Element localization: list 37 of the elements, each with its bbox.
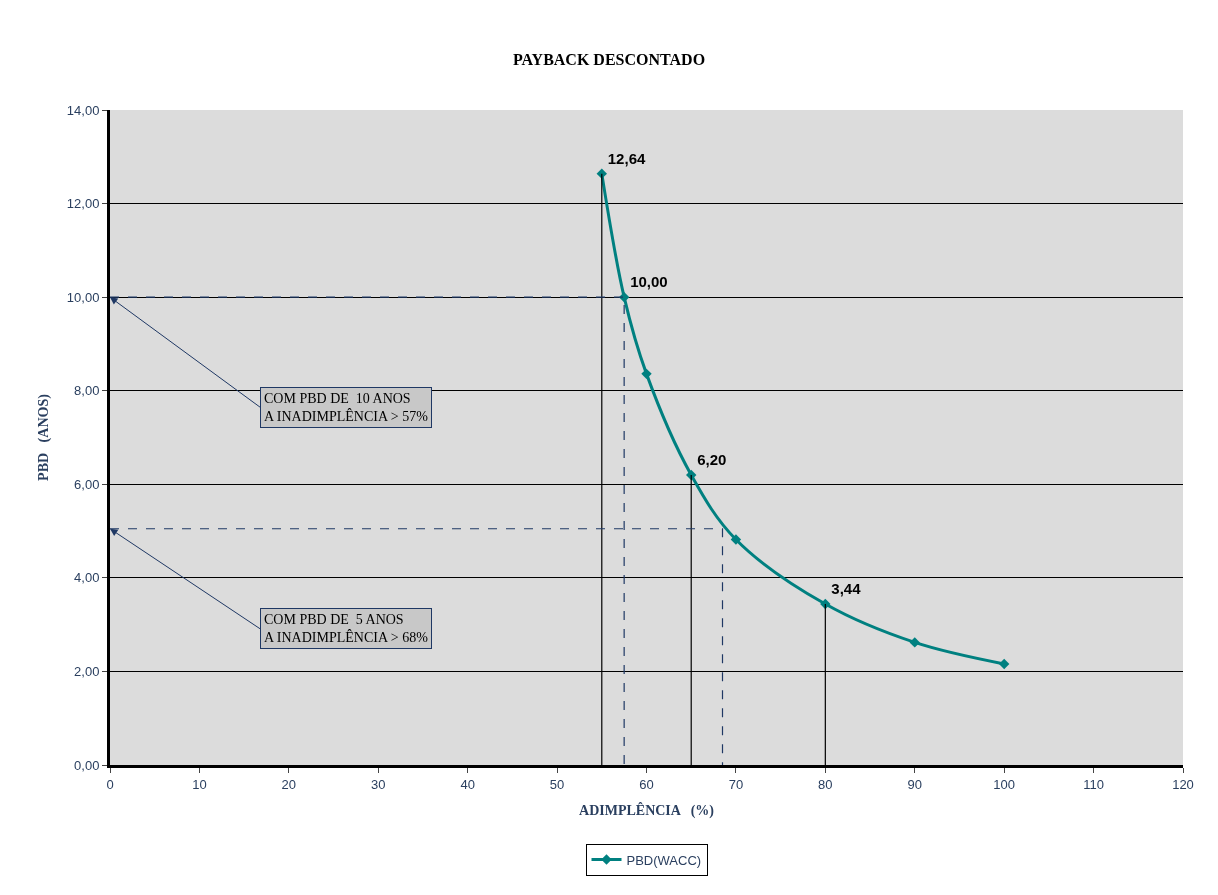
point (596, 168, 607, 179)
point (730, 534, 742, 545)
y-tick-label: 0,00 (74, 757, 100, 773)
x-axis-title: ADIMPLÊNCIA (%) (579, 801, 715, 819)
x-tick-label: 70 (728, 776, 744, 792)
x-tick-label: 90 (907, 776, 922, 792)
point (641, 368, 652, 380)
x-tick-label: 110 (1083, 776, 1104, 792)
data-label: 10,00 (630, 273, 668, 291)
point (998, 658, 1010, 670)
y-tick-label: 4,00 (74, 570, 100, 586)
y-axis-title: PBD (ANOS) (36, 393, 53, 481)
x-tick-label: 40 (460, 776, 475, 792)
point (686, 469, 697, 481)
x-tick-label: 50 (549, 776, 565, 792)
annotation: COM PBD DE 5 ANOS A INADIMPLÊNCIA > 68% (264, 612, 429, 646)
annotation: COM PBD DE 10 ANOS A INADIMPLÊNCIA > 57% (264, 391, 429, 425)
y-tick-label: 14,00 (66, 102, 100, 118)
x-tick-label: 10 (192, 776, 207, 792)
x-tick-label: 60 (639, 776, 654, 792)
point (909, 637, 920, 648)
data-label: 12,64 (607, 149, 646, 167)
legend-label: PBD(WACC) (626, 852, 702, 868)
x-tick-label: 30 (371, 776, 386, 792)
y-tick-label: 6,00 (74, 476, 100, 492)
x-tick-label: 0 (106, 776, 114, 792)
x-tick-label: 100 (993, 776, 1016, 792)
y-tick-label: 12,00 (66, 196, 100, 212)
y-tick-label: 2,00 (74, 663, 100, 679)
y-tick-label: 10,00 (66, 289, 100, 305)
x-tick-label: 80 (818, 776, 833, 792)
data-label: 6,20 (697, 451, 727, 469)
x-tick-label: 120 (1172, 776, 1194, 792)
y-tick-label: 8,00 (74, 383, 100, 399)
x-tick-label: 20 (281, 776, 297, 792)
data-label: 3,44 (831, 580, 862, 598)
chart-title: PAYBACK DESCONTADO (512, 50, 706, 68)
